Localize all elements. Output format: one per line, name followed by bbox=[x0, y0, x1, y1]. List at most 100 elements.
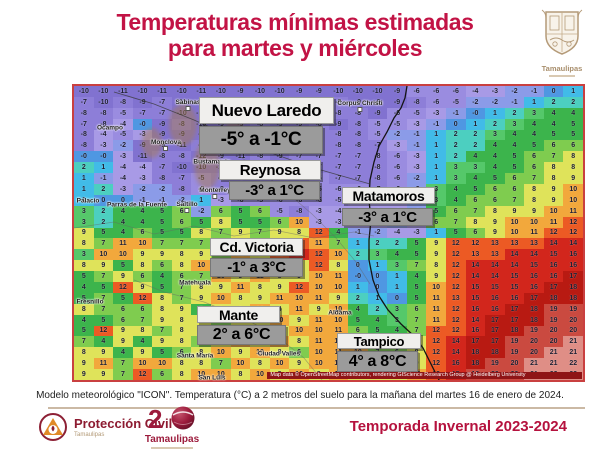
temp-cell: -8 bbox=[74, 129, 94, 141]
temp-cell: -1 bbox=[524, 86, 544, 97]
temp-cell: 17 bbox=[504, 314, 525, 326]
temp-cell: 19 bbox=[504, 336, 525, 348]
temp-cell: 5 bbox=[504, 151, 525, 163]
terrain-patch bbox=[169, 104, 197, 146]
temp-cell: -8 bbox=[367, 162, 388, 174]
temp-cell: 4 bbox=[524, 129, 544, 141]
temp-cell: 1 bbox=[524, 96, 544, 108]
temp-cell: 0 bbox=[367, 271, 388, 282]
temp-cell: -5 bbox=[269, 205, 290, 217]
temp-cell: 12 bbox=[308, 249, 329, 261]
temp-cell: 2 bbox=[445, 129, 466, 141]
temp-cell: 10 bbox=[211, 292, 231, 304]
temp-cell: -6 bbox=[328, 184, 349, 195]
temp-cell: 10 bbox=[563, 184, 583, 195]
temp-cell: 7 bbox=[211, 358, 231, 370]
temp-cell: 14 bbox=[504, 249, 525, 261]
temp-cell: -8 bbox=[367, 151, 388, 163]
temp-cell: 9 bbox=[152, 336, 172, 348]
temp-cell: 9 bbox=[113, 336, 133, 348]
temp-cell: -10 bbox=[132, 86, 153, 97]
temp-cell: 20 bbox=[524, 347, 544, 359]
temp-cell: 9 bbox=[93, 347, 114, 359]
temp-cell: 13 bbox=[485, 238, 505, 250]
temp-cell: -9 bbox=[269, 118, 290, 130]
temp-cell: 7 bbox=[328, 238, 349, 250]
temp-cell: 7 bbox=[152, 325, 172, 337]
temp-cell: -10 bbox=[171, 162, 192, 174]
temp-cell: 1 bbox=[426, 227, 446, 239]
footer-divider bbox=[48, 407, 585, 409]
temp-cell: 16 bbox=[465, 303, 486, 315]
temp-cell: 1 bbox=[426, 162, 446, 174]
temp-cell: 10 bbox=[191, 260, 212, 272]
temp-cell: 1 bbox=[426, 151, 446, 163]
temp-cell: -10 bbox=[328, 86, 349, 97]
temp-cell: 9 bbox=[132, 249, 153, 261]
temp-cell: 8 bbox=[74, 303, 94, 315]
temp-cell: 6 bbox=[543, 140, 564, 152]
temp-cell: -3 bbox=[406, 162, 427, 174]
temp-cell: 7 bbox=[93, 271, 114, 282]
temp-cell: 9 bbox=[524, 205, 544, 217]
temp-cell: 8 bbox=[152, 292, 172, 304]
temp-cell: 3 bbox=[445, 162, 466, 174]
temp-cell: 8 bbox=[74, 347, 94, 359]
temp-cell: 9 bbox=[230, 227, 251, 239]
temp-cell: 17 bbox=[543, 282, 564, 293]
tam20-subbar bbox=[151, 447, 193, 449]
temp-cell: -11 bbox=[191, 86, 212, 97]
temp-cell: 4 bbox=[387, 249, 407, 261]
temp-cell: 3 bbox=[426, 194, 446, 206]
temp-cell: 9 bbox=[543, 194, 564, 206]
temp-cell: 8 bbox=[191, 347, 212, 359]
temp-cell: -8 bbox=[328, 96, 349, 108]
temp-cell: 19 bbox=[504, 347, 525, 359]
temp-cell: 4 bbox=[74, 314, 94, 326]
temp-cell: 10 bbox=[328, 282, 349, 293]
temp-cell: 9 bbox=[191, 249, 212, 261]
temp-cell: 8 bbox=[230, 292, 251, 304]
temp-cell: 10 bbox=[308, 325, 329, 337]
temp-cell: -1 bbox=[406, 140, 427, 152]
temp-cell: 12 bbox=[113, 282, 133, 293]
temp-cell: 4 bbox=[445, 194, 466, 206]
temp-cell: 9 bbox=[230, 347, 251, 359]
temp-cell: -3 bbox=[211, 194, 231, 206]
temp-cell: 8 bbox=[132, 325, 153, 337]
temp-cell: 8 bbox=[171, 336, 192, 348]
temp-cell: 9 bbox=[152, 314, 172, 326]
callout-temp-range: -3° a 1°C bbox=[342, 208, 433, 226]
temp-cell: 16 bbox=[485, 292, 505, 304]
temp-cell: -3 bbox=[406, 118, 427, 130]
temp-cell: 5 bbox=[152, 227, 172, 239]
temp-cell: 5 bbox=[113, 260, 133, 272]
temp-cell: 6 bbox=[113, 303, 133, 315]
temp-cell: 18 bbox=[524, 303, 544, 315]
temp-cell: 10 bbox=[308, 282, 329, 293]
temp-cell: 9 bbox=[211, 282, 231, 293]
town-marker-icon bbox=[184, 208, 190, 213]
temp-cell: 6 bbox=[524, 162, 544, 174]
temp-cell: -2 bbox=[152, 184, 172, 195]
temp-cell: 16 bbox=[563, 260, 583, 272]
temp-cell: -6 bbox=[230, 194, 251, 206]
temp-cell: 3 bbox=[485, 129, 505, 141]
temp-cell: 1 bbox=[426, 173, 446, 184]
logo-caption: Tamaulipas bbox=[541, 64, 583, 73]
temp-cell: 12 bbox=[543, 227, 564, 239]
temp-cell: 3 bbox=[74, 216, 94, 228]
temp-cell: -3 bbox=[485, 86, 505, 97]
temp-cell: 14 bbox=[504, 260, 525, 272]
temp-cell: 5 bbox=[74, 325, 94, 337]
temp-cell: 5 bbox=[504, 162, 525, 174]
temp-cell: -5 bbox=[250, 194, 270, 206]
temp-cell: 9 bbox=[191, 292, 212, 304]
temp-cell: 10 bbox=[289, 292, 309, 304]
temp-cell: 6 bbox=[485, 184, 505, 195]
temp-cell: 11 bbox=[93, 358, 114, 370]
temp-cell: 6 bbox=[171, 205, 192, 217]
temp-cell: 2 bbox=[504, 107, 525, 119]
callout-city-name: Mante bbox=[197, 306, 280, 323]
temp-cell: 8 bbox=[250, 358, 270, 370]
